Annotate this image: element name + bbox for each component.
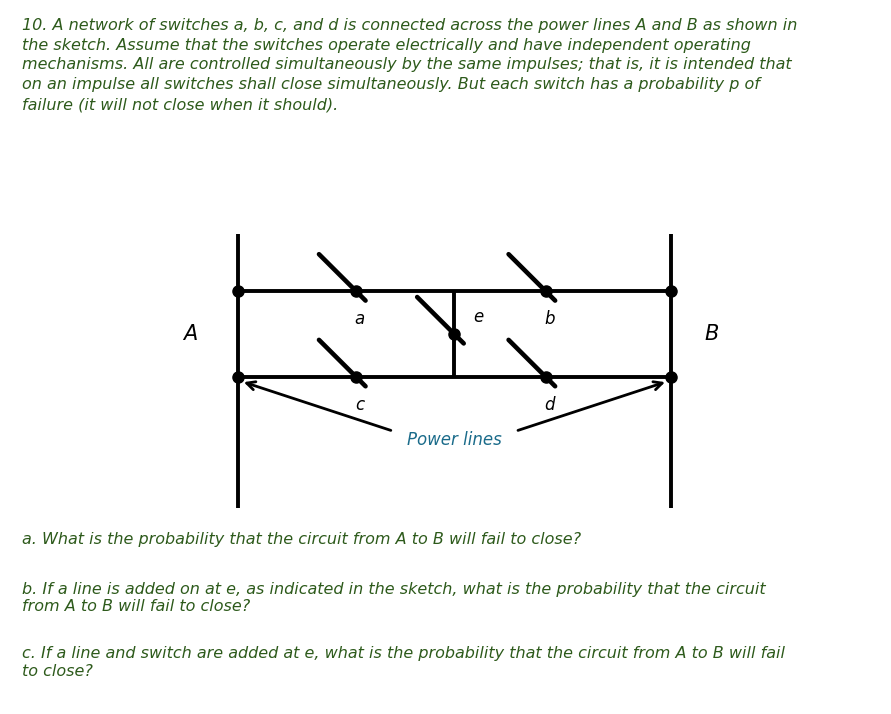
Text: a. What is the probability that the circuit from A to B will fail to close?: a. What is the probability that the circ… bbox=[22, 532, 582, 547]
Text: b: b bbox=[544, 310, 554, 328]
Text: d: d bbox=[544, 396, 554, 413]
Text: Power lines: Power lines bbox=[407, 431, 502, 449]
Text: a: a bbox=[355, 310, 364, 328]
Text: b. If a line is added on at e, as indicated in the sketch, what is the probabili: b. If a line is added on at e, as indica… bbox=[22, 582, 766, 614]
Text: c: c bbox=[355, 396, 364, 413]
Text: B: B bbox=[705, 324, 719, 344]
Text: c. If a line and switch are added at e, what is the probability that the circuit: c. If a line and switch are added at e, … bbox=[22, 646, 785, 678]
Text: 10. A network of switches a, b, c, and d is connected across the power lines A a: 10. A network of switches a, b, c, and d… bbox=[22, 18, 797, 112]
Text: e: e bbox=[473, 308, 484, 326]
Text: A: A bbox=[184, 324, 198, 344]
